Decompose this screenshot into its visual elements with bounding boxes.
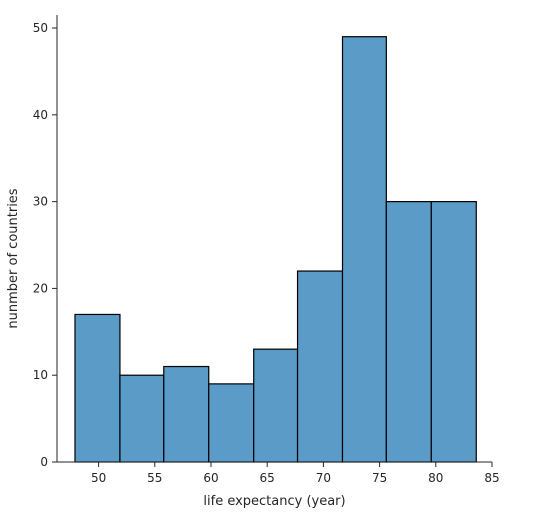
histogram-bar-2 [163, 365, 210, 463]
x-tick-label-2: 60 [203, 471, 218, 485]
histogram-bar-7 [385, 201, 432, 463]
x-tick-label-6: 80 [428, 471, 443, 485]
x-tick-label-3: 65 [260, 471, 275, 485]
histogram-bar-6 [341, 36, 387, 463]
x-tick-label-7: 85 [484, 471, 499, 485]
x-ticks-group: 50 55 60 65 70 75 80 85 [91, 462, 500, 485]
y-tick-label-2: 20 [33, 281, 48, 295]
histogram-bar-0 [74, 313, 121, 463]
histogram-bar-4 [253, 348, 299, 463]
x-tick-label-1: 55 [147, 471, 162, 485]
histogram-bar-3 [208, 383, 255, 463]
histogram-bar-1 [119, 374, 165, 463]
x-axis-label: life expectancy (year) [203, 494, 345, 509]
histogram-bar-8 [430, 201, 477, 463]
y-axis-label: nunmber of countries [6, 188, 21, 328]
y-tick-label-4: 40 [33, 108, 48, 122]
axes-group [56, 15, 492, 463]
y-ticks-group: 0 10 20 30 40 50 [33, 21, 57, 469]
y-tick-label-5: 50 [33, 21, 48, 35]
x-tick-label-0: 50 [91, 471, 106, 485]
y-tick-label-0: 0 [40, 455, 48, 469]
y-tick-label-3: 30 [33, 195, 48, 209]
bars-group [74, 36, 477, 463]
histogram-bar-5 [296, 270, 344, 463]
y-tick-label-1: 10 [33, 368, 48, 382]
x-tick-label-4: 70 [316, 471, 331, 485]
x-tick-label-5: 75 [372, 471, 387, 485]
